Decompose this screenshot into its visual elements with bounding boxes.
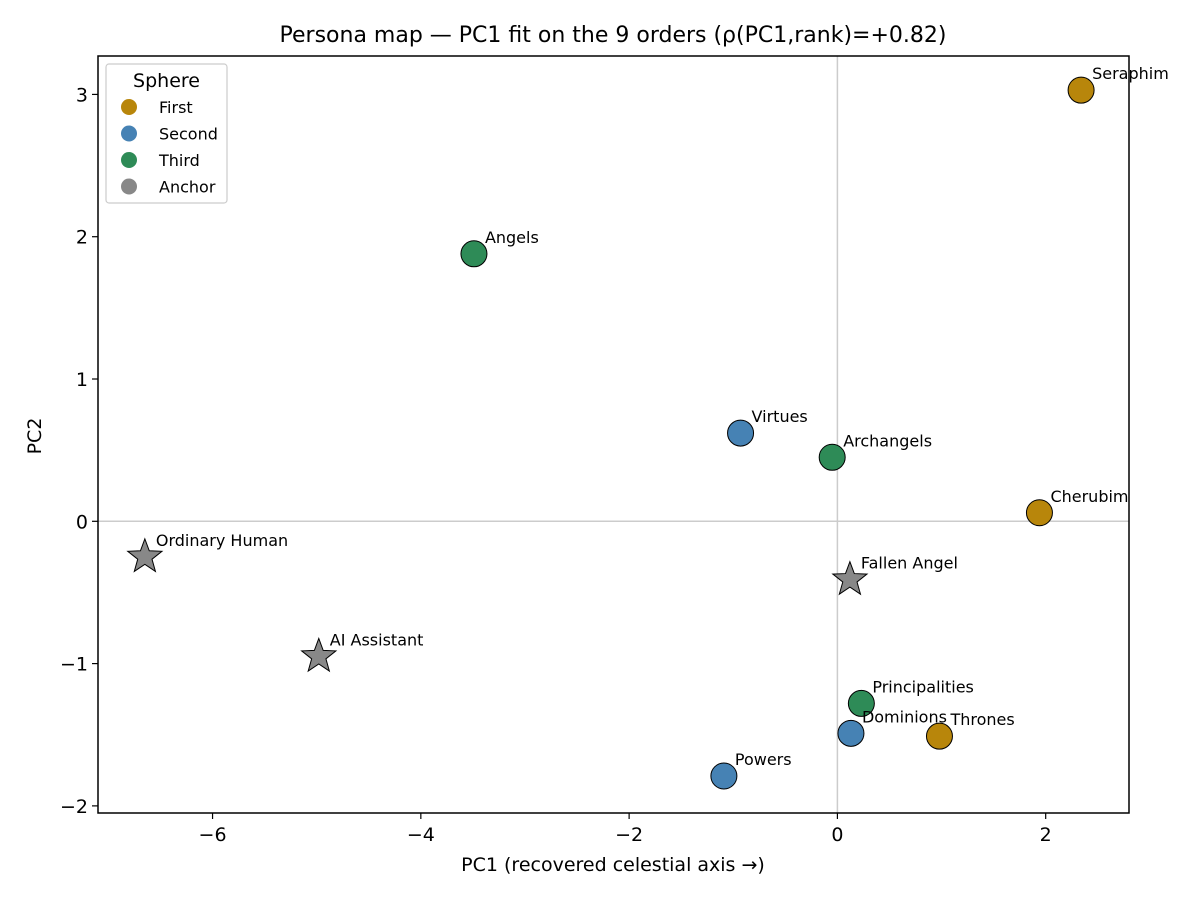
x-axis-label: PC1 (recovered celestial axis →)	[461, 854, 765, 876]
point-powers	[710, 762, 738, 790]
legend-swatch-second	[121, 125, 137, 142]
point-label-ordinary-human: Ordinary Human	[156, 531, 288, 550]
legend-swatch-first	[121, 99, 137, 115]
reference-lines	[98, 56, 1129, 813]
y-tick-label: −1	[60, 654, 88, 676]
point-labels: Seraphim Cherubim Thrones Virtues Dominions P…	[156, 64, 1169, 769]
point-label-powers: Powers	[735, 750, 792, 769]
legend-entry-anchor: Anchor	[159, 178, 216, 197]
point-label-seraphim: Seraphim	[1092, 64, 1169, 83]
point-thrones	[925, 722, 953, 750]
legend-entry-third: Third	[158, 151, 200, 170]
x-tick-label: −2	[615, 824, 643, 846]
legend-box	[105, 63, 228, 204]
x-axis-ticks: −6 −4 −2 0 2	[199, 813, 1052, 846]
point-virtues	[727, 419, 755, 447]
point-label-archangels: Archangels	[843, 431, 932, 450]
point-ai-assistant	[300, 637, 338, 673]
plot-frame	[97, 55, 1130, 814]
x-tick-label: 2	[1040, 824, 1052, 846]
point-dominions	[837, 719, 865, 747]
point-archangels	[818, 443, 846, 471]
x-tick-label: −4	[407, 824, 435, 846]
point-label-principalities: Principalities	[872, 677, 974, 696]
y-tick-label: 2	[76, 227, 88, 249]
point-label-thrones: Thrones	[949, 710, 1014, 729]
point-label-ai-assistant: AI Assistant	[330, 630, 424, 649]
point-label-cherubim: Cherubim	[1050, 487, 1128, 506]
legend-swatch-anchor	[121, 178, 137, 195]
point-label-dominions: Dominions	[862, 707, 947, 726]
x-tick-label: −6	[199, 824, 227, 846]
point-label-fallen-angel: Fallen Angel	[861, 554, 958, 573]
point-seraphim	[1067, 76, 1095, 104]
point-principalities	[847, 689, 875, 717]
x-tick-label: 0	[831, 824, 843, 846]
point-angels	[460, 240, 488, 268]
point-fallen-angel	[831, 560, 869, 596]
point-ordinary-human	[126, 537, 164, 573]
y-axis-ticks: −2 −1 0 1 2 3	[60, 84, 98, 818]
data-points	[126, 76, 1095, 790]
legend-entry-first: First	[159, 98, 193, 117]
point-label-angels: Angels	[485, 228, 539, 247]
legend-title: Sphere	[133, 70, 200, 92]
point-label-virtues: Virtues	[752, 407, 808, 426]
legend-swatch-third	[121, 152, 137, 168]
y-axis-label: PC2	[24, 418, 46, 455]
y-tick-label: 1	[76, 369, 88, 391]
y-tick-label: −2	[60, 796, 88, 818]
point-cherubim	[1025, 499, 1053, 527]
legend-entry-second: Second	[159, 125, 218, 144]
legend: Sphere First Second Third Anchor	[105, 63, 228, 204]
y-tick-label: 0	[76, 511, 88, 533]
chart-title: Persona map — PC1 fit on the 9 orders (ρ…	[280, 23, 947, 48]
y-tick-label: 3	[76, 84, 88, 106]
